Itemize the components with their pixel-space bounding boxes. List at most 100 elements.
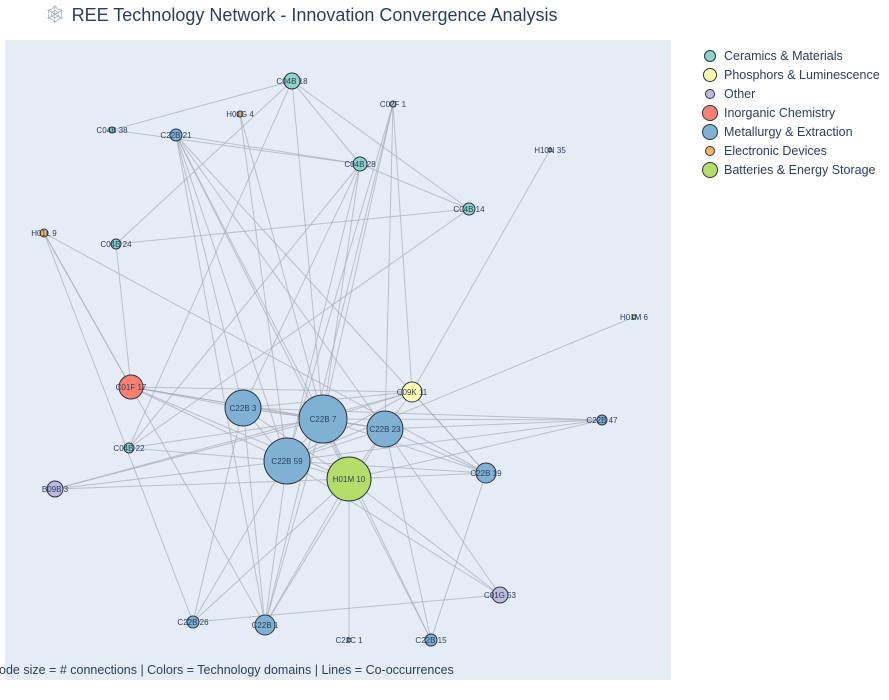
node-marker[interactable] [475, 462, 497, 484]
legend[interactable]: Ceramics & Materials Phosphors & Luminesc… [696, 46, 889, 179]
node-marker[interactable] [462, 202, 476, 216]
node-label: C02F 1 [380, 100, 407, 109]
legend-item[interactable]: Batteries & Energy Storage [696, 160, 889, 179]
spiderweb-icon: 🕸 [44, 5, 66, 24]
edge-c02f1-c09k11 [392, 103, 413, 393]
edge-c09k11-c22b59 [286, 391, 413, 462]
node-marker[interactable] [254, 614, 276, 636]
node-marker[interactable] [366, 410, 404, 448]
edge-h01l9-c22b1 [43, 232, 266, 626]
node-marker[interactable] [631, 314, 637, 320]
node-c22b19[interactable]: C22B 19 [470, 462, 502, 484]
node-c22b3[interactable]: C22B 3 [224, 389, 262, 427]
node-c22b15[interactable]: C22B 15 [415, 633, 447, 647]
node-label: C22B 23 [369, 425, 401, 434]
node-h01g4[interactable]: H01G 4 [226, 110, 254, 119]
node-marker[interactable] [491, 586, 509, 604]
legend-marker [705, 145, 715, 156]
node-c01g53[interactable]: C01G 53 [484, 586, 517, 604]
node-label: H01L 9 [31, 229, 57, 238]
node-c04b24[interactable]: C04B 24 [100, 238, 132, 250]
node-marker[interactable] [326, 456, 372, 502]
node-c04b18[interactable]: C04B 18 [276, 72, 308, 90]
node-marker[interactable] [547, 147, 553, 153]
node-marker[interactable] [263, 437, 311, 485]
edge-c04b28-c22b3 [242, 163, 361, 409]
node-label: C04B 22 [113, 444, 145, 453]
node-c04b38[interactable]: C04B 38 [96, 126, 128, 135]
node-marker[interactable] [298, 394, 348, 444]
node-c09k11[interactable]: C09K 11 [397, 381, 428, 403]
legend-item[interactable]: Metallurgy & Extraction [696, 122, 889, 141]
edge-h01m10-c22b47 [348, 419, 603, 480]
node-b09b3[interactable]: B09B 3 [42, 480, 69, 498]
edge-c04b18-c04b24 [115, 80, 293, 245]
legend-marker [702, 123, 718, 140]
node-marker[interactable] [352, 156, 368, 172]
legend-item[interactable]: Electronic Devices [696, 141, 889, 160]
chart-caption: Node size = # connections | Colors = Tec… [0, 663, 454, 677]
legend-item[interactable]: Phosphors & Luminescence [696, 65, 889, 84]
legend-item[interactable]: Inorganic Chemistry [696, 103, 889, 122]
edge-c22b3-c22b26 [192, 407, 244, 623]
node-c22b7[interactable]: C22B 7 [298, 394, 348, 444]
node-layer[interactable]: C04B 18 C02F 1 H01G 4 C04B 38 C22B 21 H10N 35… [31, 72, 649, 647]
node-marker[interactable] [46, 480, 64, 498]
node-marker[interactable] [389, 100, 397, 108]
edge-c22b23-c22b15 [384, 428, 432, 641]
edge-c09k11-b09b3 [54, 391, 413, 490]
node-marker[interactable] [110, 238, 122, 250]
node-c04b22[interactable]: C04B 22 [113, 442, 145, 454]
node-h01l9[interactable]: H01L 9 [31, 228, 57, 238]
legend-item[interactable]: Ceramics & Materials [696, 46, 889, 65]
legend-swatch [696, 84, 724, 103]
edge-c22b21-c22b1 [175, 134, 266, 626]
legend-swatch [696, 160, 724, 179]
node-c04b14[interactable]: C04B 14 [453, 202, 485, 216]
node-marker[interactable] [108, 126, 116, 134]
node-c01f17[interactable]: C01F 17 [116, 374, 147, 400]
node-c22b59[interactable]: C22B 59 [263, 437, 311, 485]
legend-marker [702, 161, 718, 178]
edge-c04b18-c04b22 [128, 80, 293, 449]
node-h01m6[interactable]: H01M 6 [620, 313, 649, 322]
edge-c22b59-c22b19 [286, 460, 487, 474]
edge-c04b18-c04b38 [111, 80, 293, 131]
edge-h01l9-c22b19 [43, 232, 487, 474]
node-marker[interactable] [346, 637, 352, 643]
node-c22b23[interactable]: C22B 23 [366, 410, 404, 448]
legend-item[interactable]: Other [696, 84, 889, 103]
node-c22b47[interactable]: C22B 47 [586, 414, 618, 426]
node-c22c1[interactable]: C22C 1 [335, 636, 363, 645]
node-marker[interactable] [424, 633, 438, 647]
node-marker[interactable] [118, 374, 144, 400]
node-h01m10[interactable]: H01M 10 [326, 456, 372, 502]
node-marker[interactable] [401, 381, 423, 403]
edge-c22b7-c22b47 [322, 418, 603, 421]
edge-c22b23-c01g53 [384, 428, 501, 596]
node-marker[interactable] [169, 128, 183, 142]
node-c22b26[interactable]: C22B 26 [177, 615, 209, 629]
node-c22b21[interactable]: C22B 21 [160, 128, 192, 142]
node-c04b28[interactable]: C04B 28 [344, 156, 376, 172]
edge-h01m10-c22b1 [264, 478, 350, 626]
edge-c04b28-c22b7 [322, 163, 361, 420]
node-marker[interactable] [596, 414, 608, 426]
node-label: C04B 18 [276, 77, 308, 86]
edge-c22b59-c22b26 [192, 460, 288, 623]
edge-h01m6-c22b59 [286, 316, 635, 462]
node-marker[interactable] [283, 72, 301, 90]
node-label: C22B 19 [470, 469, 502, 478]
node-marker[interactable] [236, 110, 244, 118]
node-marker[interactable] [123, 442, 135, 454]
node-marker[interactable] [186, 615, 200, 629]
node-marker[interactable] [224, 389, 262, 427]
node-label: C01G 53 [484, 591, 517, 600]
node-marker[interactable] [39, 228, 49, 238]
node-c02f1[interactable]: C02F 1 [380, 100, 407, 109]
node-h10n35[interactable]: H10N 35 [534, 146, 566, 155]
legend-marker [703, 67, 717, 82]
legend-swatch [696, 65, 724, 84]
node-c22b1[interactable]: C22B 1 [252, 614, 279, 636]
